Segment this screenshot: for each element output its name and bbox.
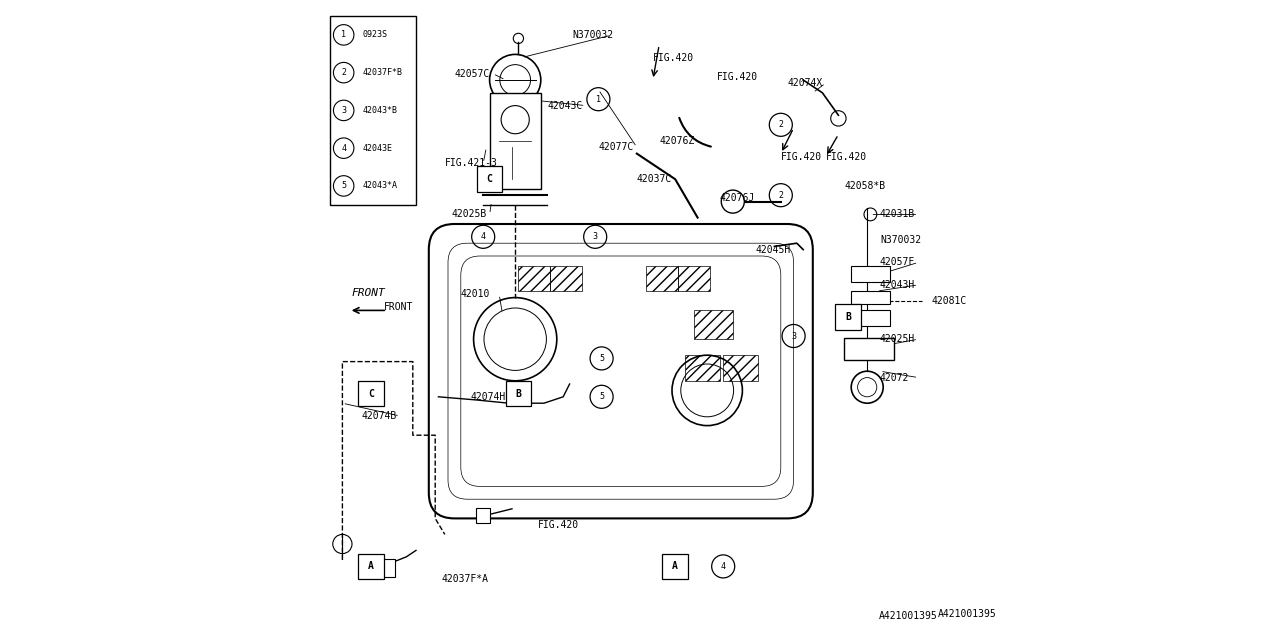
Text: C: C: [486, 174, 493, 184]
Text: 42043C: 42043C: [548, 100, 582, 111]
Text: FIG.420: FIG.420: [826, 152, 867, 162]
Bar: [678, 266, 710, 291]
Text: 0923S: 0923S: [362, 30, 388, 40]
Bar: [851, 291, 890, 304]
Text: 42076J: 42076J: [719, 193, 755, 204]
Text: A421001395: A421001395: [937, 609, 996, 620]
Text: FRONT: FRONT: [384, 302, 413, 312]
Text: 42025H: 42025H: [881, 334, 915, 344]
Text: 2: 2: [778, 191, 783, 200]
Text: FIG.420: FIG.420: [781, 152, 822, 162]
Text: 42045H: 42045H: [755, 244, 791, 255]
Text: B: B: [845, 312, 851, 322]
Bar: [550, 266, 582, 291]
Text: 42010: 42010: [461, 289, 490, 300]
Text: 42074B: 42074B: [362, 411, 397, 421]
Text: 42081C: 42081C: [932, 296, 966, 306]
FancyBboxPatch shape: [835, 304, 860, 330]
Text: 42077C: 42077C: [599, 142, 634, 152]
Text: A: A: [672, 561, 678, 572]
Text: A421001395: A421001395: [879, 611, 937, 621]
FancyBboxPatch shape: [476, 508, 490, 523]
Text: 1: 1: [342, 30, 346, 40]
Text: FIG.421-3: FIG.421-3: [445, 158, 498, 168]
Text: N370032: N370032: [881, 235, 922, 245]
Text: 42043H: 42043H: [881, 280, 915, 290]
Text: 42072: 42072: [881, 372, 909, 383]
Text: A: A: [369, 561, 374, 572]
Text: 4: 4: [342, 143, 346, 153]
Text: 4: 4: [721, 562, 726, 571]
Text: FIG.420: FIG.420: [653, 52, 694, 63]
Text: 1: 1: [596, 95, 600, 104]
Text: 42043E: 42043E: [362, 143, 392, 153]
FancyBboxPatch shape: [477, 166, 503, 192]
FancyBboxPatch shape: [358, 381, 384, 406]
Text: 3: 3: [593, 232, 598, 241]
FancyBboxPatch shape: [506, 381, 531, 406]
Text: 4: 4: [481, 232, 485, 241]
Text: 42043*B: 42043*B: [362, 106, 397, 115]
Text: 42074X: 42074X: [787, 78, 823, 88]
Text: N370032: N370032: [573, 30, 614, 40]
FancyBboxPatch shape: [429, 224, 813, 518]
FancyBboxPatch shape: [663, 554, 689, 579]
Text: 42037F*B: 42037F*B: [362, 68, 402, 77]
Text: 42076Z: 42076Z: [659, 136, 695, 146]
Bar: [851, 310, 890, 326]
FancyBboxPatch shape: [490, 93, 540, 189]
Text: 5: 5: [599, 354, 604, 363]
Bar: [646, 266, 678, 291]
FancyBboxPatch shape: [330, 16, 416, 205]
Bar: [851, 266, 890, 282]
Text: 5: 5: [599, 392, 604, 401]
Text: B: B: [516, 388, 521, 399]
Text: 42074H: 42074H: [471, 392, 506, 402]
Text: 42037C: 42037C: [637, 174, 672, 184]
Text: FIG.420: FIG.420: [717, 72, 758, 82]
Text: 42037F*A: 42037F*A: [442, 574, 489, 584]
Bar: [518, 266, 550, 291]
Text: 42058*B: 42058*B: [845, 180, 886, 191]
FancyBboxPatch shape: [844, 338, 893, 360]
FancyBboxPatch shape: [379, 559, 394, 577]
Text: 42031B: 42031B: [881, 209, 915, 220]
FancyBboxPatch shape: [358, 554, 384, 579]
Text: 5: 5: [342, 181, 346, 191]
Text: 3: 3: [342, 106, 346, 115]
Bar: [685, 355, 719, 381]
Bar: [694, 310, 732, 339]
Text: 3: 3: [791, 332, 796, 340]
Text: 42043*A: 42043*A: [362, 181, 397, 191]
Text: FRONT: FRONT: [351, 287, 385, 298]
Text: 42057F: 42057F: [881, 257, 915, 268]
Text: FIG.420: FIG.420: [538, 520, 579, 530]
Text: 2: 2: [778, 120, 783, 129]
Text: C: C: [369, 388, 374, 399]
Text: 2: 2: [342, 68, 346, 77]
Text: 42025B: 42025B: [452, 209, 486, 220]
Bar: [723, 355, 759, 381]
Text: 42057C: 42057C: [454, 68, 490, 79]
